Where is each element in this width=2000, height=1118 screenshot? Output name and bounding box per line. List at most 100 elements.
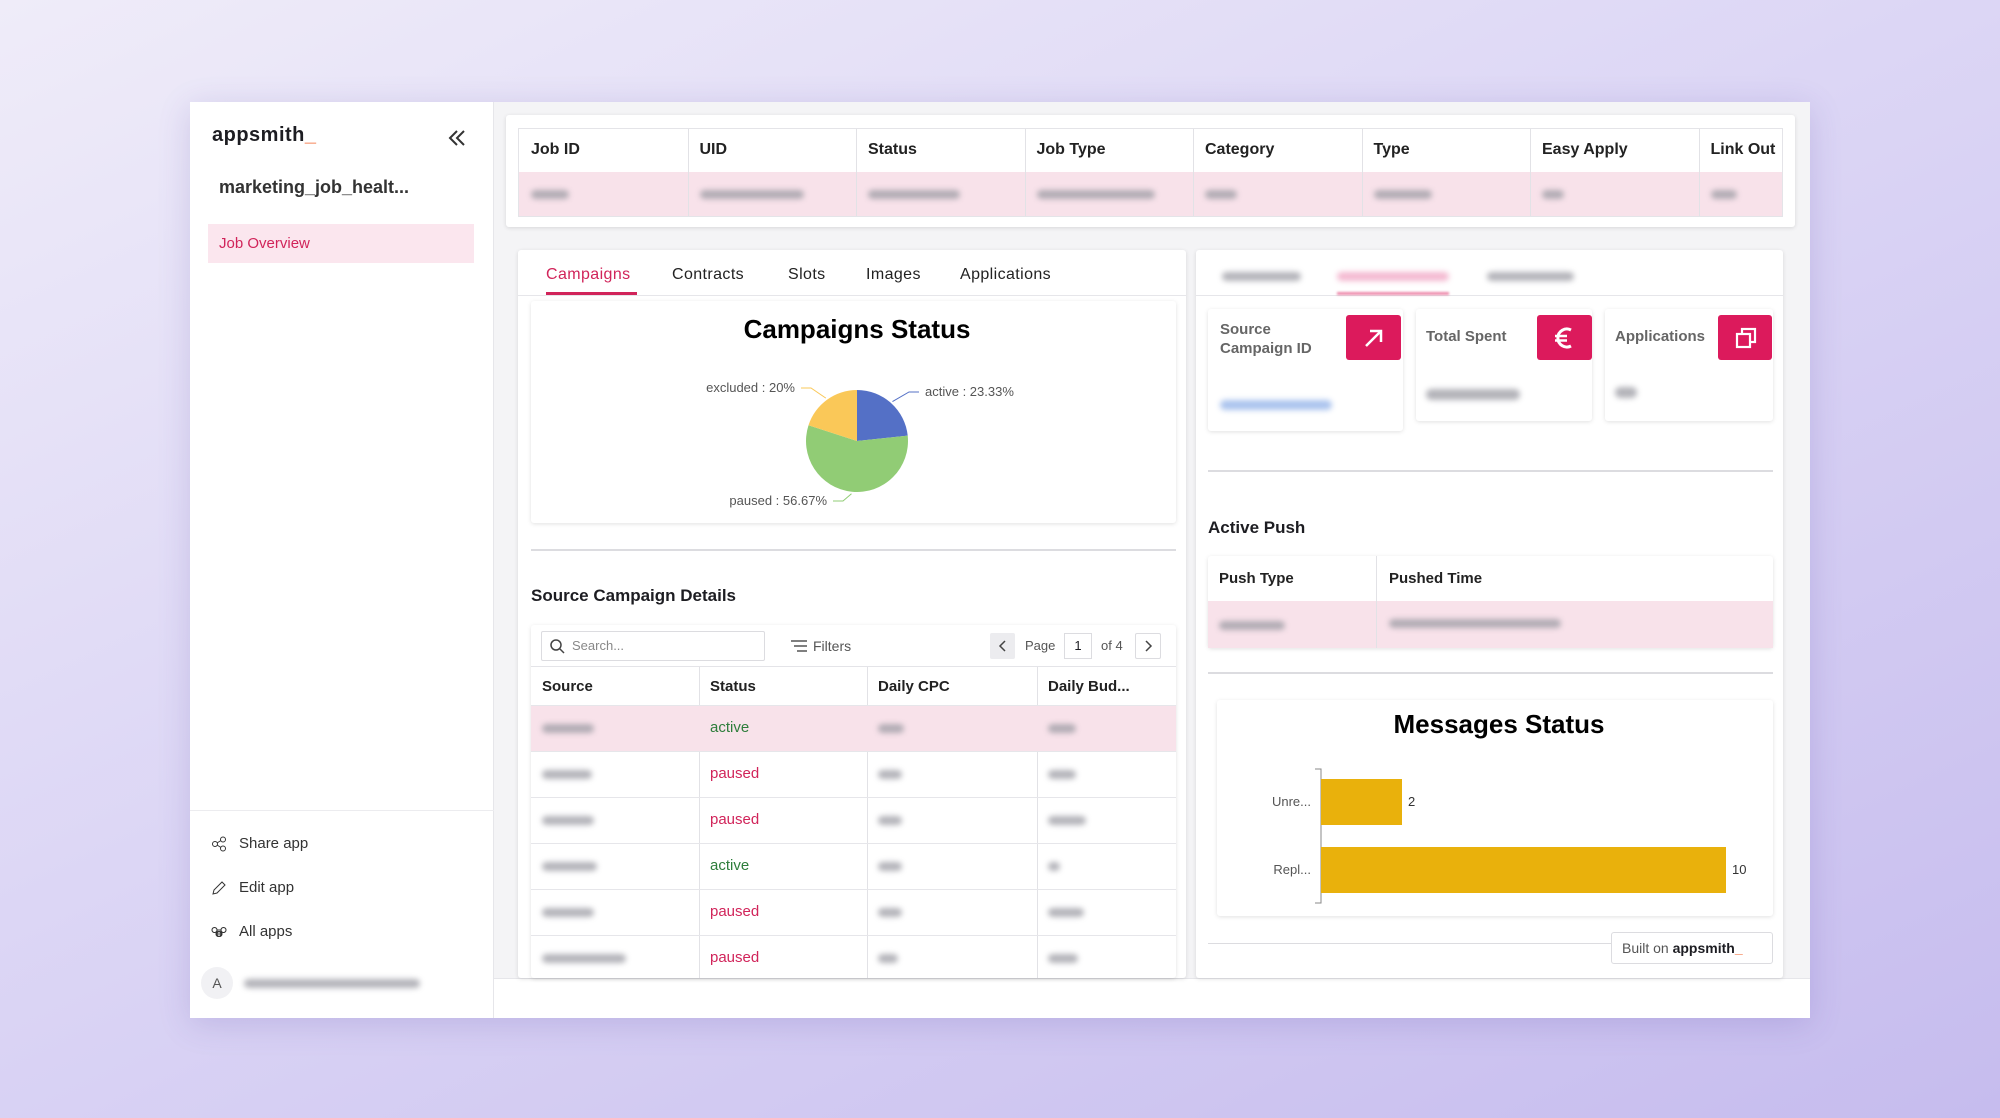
column-line	[699, 667, 700, 978]
table-row[interactable]	[531, 705, 1176, 751]
category-label: Unre...	[1272, 794, 1311, 809]
blurred-cell	[1389, 619, 1561, 628]
column-header: Push Type	[1219, 570, 1294, 587]
blurred-cell	[542, 862, 597, 871]
action-edit[interactable]: Edit app	[239, 879, 295, 896]
table-row[interactable]	[531, 889, 1176, 935]
blurred-cell	[542, 816, 594, 825]
column-line	[856, 129, 857, 216]
section-title: Active Push	[1208, 518, 1306, 537]
status-cell: paused	[710, 949, 760, 966]
sidebar-divider	[190, 810, 494, 811]
blurred-cell	[868, 190, 960, 199]
blurred-cell	[1048, 908, 1084, 917]
blurred-cell	[1048, 862, 1060, 871]
section-title: Source Campaign Details	[531, 586, 737, 605]
blurred-cell	[1219, 621, 1285, 630]
status-cell: active	[710, 719, 750, 736]
column-header: Type	[1373, 141, 1410, 158]
blurred-value	[1426, 389, 1520, 400]
table-row[interactable]	[531, 843, 1176, 889]
bottom-bar	[494, 978, 1810, 1018]
bar	[1321, 847, 1726, 893]
filter-icon	[791, 640, 807, 652]
tab[interactable]: Slots	[788, 266, 826, 283]
table-row[interactable]	[531, 935, 1176, 978]
blurred-cell	[1048, 770, 1076, 779]
edit-icon	[212, 881, 226, 895]
column-header: Status	[868, 141, 917, 158]
column-header: Status	[710, 678, 756, 695]
collapse-button[interactable]	[447, 128, 467, 148]
tab[interactable]: Images	[866, 266, 921, 283]
blurred-email	[244, 979, 420, 988]
blurred-cell	[542, 908, 594, 917]
pie-slice	[808, 390, 857, 441]
page-number[interactable]: 1	[1064, 633, 1092, 659]
data-label: excluded : 20%	[706, 380, 795, 395]
blurred-cell	[542, 770, 592, 779]
page-of: of 4	[1101, 638, 1123, 653]
tab[interactable]: Applications	[960, 266, 1052, 283]
job-table: Job ID UID Status Job Type Category Type Easy …	[518, 128, 1783, 217]
blurred-cell	[878, 954, 898, 963]
column-header: Easy Apply	[1542, 141, 1628, 158]
arrow-icon	[1365, 329, 1383, 347]
built-on-badge[interactable]: Built on appsmith_	[1611, 932, 1773, 964]
tab-underline	[546, 292, 637, 295]
apps-icon	[211, 927, 227, 937]
column-header: Pushed Time	[1389, 570, 1483, 587]
stat-icon	[1537, 315, 1592, 360]
action-share[interactable]: Share app	[239, 835, 309, 852]
brand: appsmith_	[212, 124, 317, 147]
next-page[interactable]	[1135, 633, 1161, 659]
blurred-cell	[1048, 816, 1086, 825]
bar	[1321, 779, 1402, 825]
blurred-cell	[699, 190, 804, 199]
blurred-cell	[1205, 190, 1237, 199]
column-line	[1361, 129, 1363, 216]
blurred-cell	[531, 190, 569, 199]
status-cell: active	[710, 857, 750, 874]
blurred-cell	[542, 724, 594, 733]
pie-slice	[857, 390, 908, 441]
blurred-cell	[878, 816, 902, 825]
source-table: Source Status Daily CPC Daily Bud... active p…	[531, 666, 1176, 978]
copy-icon	[1735, 327, 1757, 349]
column-header: UID	[699, 141, 728, 158]
blurred-cell	[878, 770, 902, 779]
column-header: Link Out	[1710, 141, 1776, 158]
badge-brand: appsmith	[1672, 940, 1735, 956]
share-icon	[212, 836, 226, 852]
tab[interactable]: Contracts	[672, 266, 745, 283]
divider	[1208, 470, 1773, 472]
tab[interactable]: Campaigns	[546, 266, 631, 283]
axis-line	[1315, 768, 1322, 904]
table-row[interactable]	[531, 797, 1176, 843]
table-row[interactable]	[531, 751, 1176, 797]
page-label: Page	[1025, 638, 1056, 653]
action-all-apps[interactable]: All apps	[239, 923, 293, 940]
tab-underline	[1337, 292, 1449, 295]
stat-label: Total Spent	[1426, 328, 1507, 345]
divider	[531, 549, 1176, 551]
column-line	[1193, 129, 1194, 216]
prev-page[interactable]	[990, 633, 1015, 659]
search-icon	[550, 639, 565, 654]
badge-text: Built on	[1622, 940, 1669, 956]
filters-button[interactable]: Filters	[813, 638, 852, 654]
blurred-tab	[1222, 272, 1301, 281]
badge-cursor: _	[1734, 940, 1743, 956]
blurred-value	[1615, 387, 1637, 398]
status-cell: paused	[710, 811, 760, 828]
nav-item-active[interactable]	[208, 224, 474, 263]
blurred-cell	[1048, 724, 1076, 733]
column-header: Category	[1205, 141, 1275, 158]
avatar[interactable]: A	[201, 967, 233, 999]
search-input[interactable]	[541, 631, 765, 661]
data-label: paused : 56.67%	[729, 493, 827, 508]
nav-label: Job Overview	[219, 235, 310, 252]
brand-cursor: _	[304, 124, 317, 146]
